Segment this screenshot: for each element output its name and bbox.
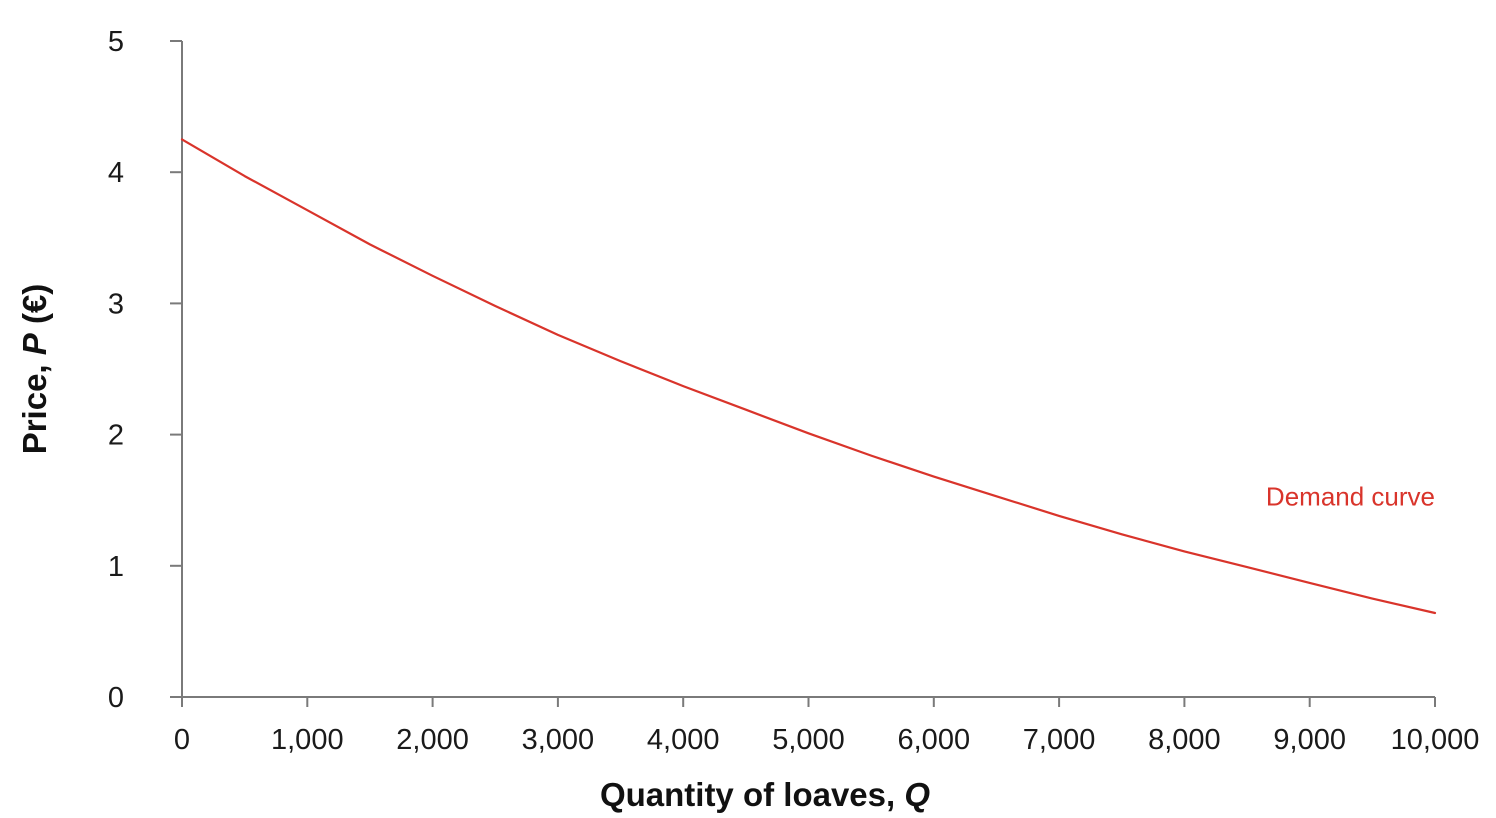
- y-tick-label: 2: [108, 420, 124, 452]
- y-tick-label: 3: [108, 288, 124, 320]
- annotations: Demand curve: [1266, 481, 1435, 511]
- x-axis-title: Quantity of loaves, Q: [600, 776, 930, 813]
- x-axis-ticks: 0 1,000 2,000 3,000 4,000 5,000 6,000 7,000 8,00…: [174, 697, 1479, 756]
- x-tick-label: 7,000: [1023, 724, 1096, 756]
- x-tick-label: 8,000: [1148, 724, 1221, 756]
- y-tick-label: 5: [108, 26, 124, 58]
- demand-curve-label: Demand curve: [1266, 481, 1435, 511]
- y-axis-title: Price, P (€): [16, 284, 53, 455]
- y-axis-ticks: 0 1 2 3 4 5: [108, 26, 182, 714]
- y-tick-label: 4: [108, 157, 124, 189]
- x-tick-label: 1,000: [271, 724, 344, 756]
- x-tick-label: 9,000: [1273, 724, 1346, 756]
- x-tick-label: 10,000: [1391, 724, 1480, 756]
- axes: [181, 41, 1435, 698]
- x-tick-label: 3,000: [522, 724, 595, 756]
- demand-curve-line: [180, 138, 1437, 615]
- series: [180, 138, 1437, 615]
- x-tick-label: 0: [174, 724, 190, 756]
- x-tick-label: 4,000: [647, 724, 720, 756]
- y-tick-label: 0: [108, 682, 124, 714]
- x-tick-label: 2,000: [396, 724, 469, 756]
- y-tick-label: 1: [108, 551, 124, 583]
- x-tick-label: 5,000: [772, 724, 845, 756]
- x-tick-label: 6,000: [898, 724, 971, 756]
